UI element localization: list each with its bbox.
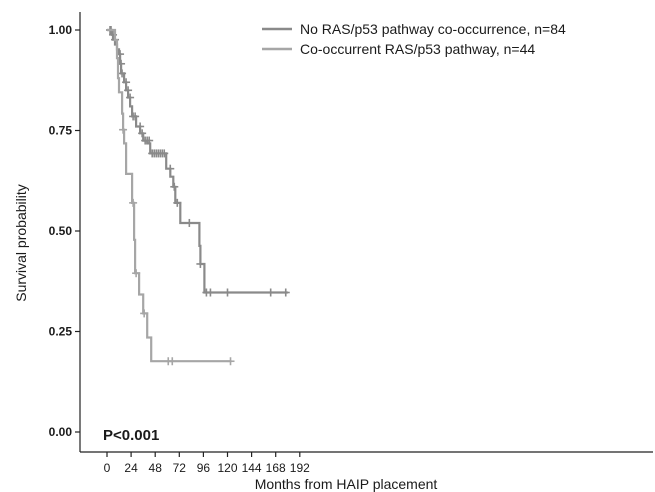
x-tick-label: 0: [104, 461, 111, 475]
series-2-line: [107, 28, 232, 363]
legend-label-1: No RAS/p53 pathway co-occurrence, n=84: [300, 21, 566, 37]
x-tick-label: 144: [242, 461, 262, 475]
y-tick-label: 1.00: [49, 23, 73, 37]
x-tick-label: 168: [266, 461, 286, 475]
x-axis-label: Months from HAIP placement: [255, 476, 438, 492]
legend: No RAS/p53 pathway co-occurrence, n=84 Co…: [262, 21, 566, 57]
x-tick-label: 120: [217, 461, 237, 475]
y-tick-label: 0.75: [49, 124, 73, 138]
x-tick-label: 48: [149, 461, 163, 475]
x-tick-label: 72: [173, 461, 187, 475]
y-tick-label: 0.00: [49, 425, 73, 439]
y-tick-label: 0.25: [49, 325, 73, 339]
x-tick-label: 192: [290, 461, 310, 475]
axes: 0.00 0.25 0.50 0.75 1.00 0 24 48 72 96 120 144 168 19…: [49, 12, 653, 475]
survival-curves: [106, 26, 290, 366]
x-tick-label: 24: [124, 461, 138, 475]
x-tick-label: 96: [197, 461, 211, 475]
p-value-annotation: P<0.001: [103, 427, 159, 444]
legend-label-2: Co-occurrent RAS/p53 pathway, n=44: [300, 41, 535, 57]
y-axis-label: Survival probability: [13, 184, 29, 302]
y-tick-label: 0.50: [49, 224, 73, 238]
